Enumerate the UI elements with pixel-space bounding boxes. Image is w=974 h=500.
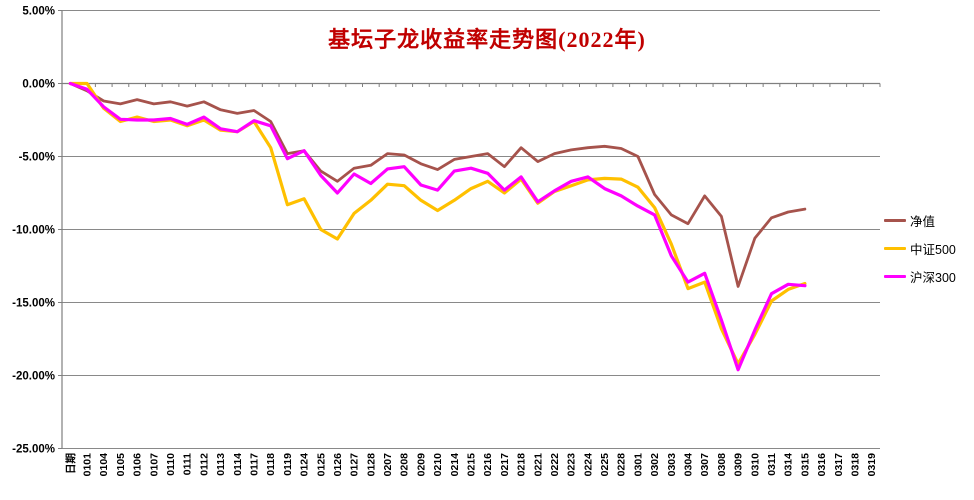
x-axis-label: 0310 bbox=[749, 453, 761, 477]
x-axis-label: 日期 bbox=[64, 453, 77, 474]
y-axis-label: 5.00% bbox=[22, 6, 55, 18]
y-axis-label: -5.00% bbox=[19, 152, 55, 164]
x-axis-label: 0309 bbox=[733, 453, 745, 477]
x-axis-label: 0113 bbox=[215, 453, 227, 476]
x-axis-label: 0302 bbox=[649, 453, 661, 477]
legend: 净值中证500 沪深300 bbox=[884, 211, 956, 286]
x-axis-label: 0209 bbox=[415, 453, 427, 477]
x-axis-label: 0208 bbox=[399, 453, 411, 477]
legend-item: 中证500 bbox=[884, 239, 956, 258]
x-axis-label: 0117 bbox=[248, 453, 260, 476]
x-axis-label: 0124 bbox=[299, 453, 311, 477]
x-axis-label: 0112 bbox=[198, 453, 210, 476]
legend-label: 中证500 bbox=[910, 243, 956, 257]
x-axis-label: 0215 bbox=[466, 453, 478, 477]
x-axis-label: 0127 bbox=[349, 453, 361, 477]
legend-item: 沪深300 bbox=[884, 267, 956, 286]
x-axis-label: 0101 bbox=[82, 453, 94, 477]
y-axis-label: 0.00% bbox=[22, 79, 55, 91]
x-axis-label: 0223 bbox=[566, 453, 578, 477]
x-axis-label: 0111 bbox=[182, 453, 194, 475]
x-axis-label: 0207 bbox=[382, 453, 394, 477]
x-axis-label: 0308 bbox=[716, 453, 728, 477]
y-axis-label: -15.00% bbox=[12, 298, 55, 310]
y-axis-label: -20.00% bbox=[12, 371, 55, 383]
legend-swatch bbox=[884, 274, 906, 279]
legend-label: 净值 bbox=[910, 215, 936, 229]
x-axis-label: 0126 bbox=[332, 453, 344, 477]
x-axis-label: 0311 bbox=[766, 453, 778, 476]
x-axis-label: 0303 bbox=[666, 453, 678, 477]
x-axis-label: 0222 bbox=[549, 453, 561, 477]
x-axis-label: 0110 bbox=[165, 453, 177, 476]
x-axis-label: 0114 bbox=[232, 453, 244, 476]
x-axis-label: 0128 bbox=[365, 453, 377, 477]
x-axis-label: 0217 bbox=[499, 453, 511, 477]
x-axis-label: 0307 bbox=[699, 453, 711, 477]
x-axis-label: 0210 bbox=[432, 453, 444, 477]
y-axis-label: -10.00% bbox=[12, 225, 55, 237]
legend-label: 沪深300 bbox=[910, 271, 956, 285]
x-axis-label: 0106 bbox=[132, 453, 144, 477]
x-axis-label: 0315 bbox=[799, 453, 811, 477]
x-axis-label: 0104 bbox=[98, 453, 110, 477]
x-axis-label: 0214 bbox=[449, 453, 461, 477]
x-axis-label: 0228 bbox=[616, 453, 628, 477]
series-line-沪深300 bbox=[68, 81, 807, 372]
chart-title: 基坛子龙收益率走势图(2022年) bbox=[328, 27, 646, 52]
x-axis-label: 0316 bbox=[816, 453, 828, 477]
legend-item: 净值 bbox=[884, 211, 956, 230]
x-axis-label: 0225 bbox=[599, 453, 611, 477]
x-axis-label: 0317 bbox=[833, 453, 845, 477]
x-axis-label: 0216 bbox=[482, 453, 494, 477]
x-axis-label: 0119 bbox=[282, 453, 294, 476]
x-axis-label: 0319 bbox=[866, 453, 878, 477]
x-axis-label: 0318 bbox=[849, 453, 861, 477]
x-axis-label: 0224 bbox=[582, 453, 594, 477]
x-axis-label: 0221 bbox=[532, 453, 544, 477]
x-axis-label: 0125 bbox=[315, 453, 327, 477]
x-axis-label: 0304 bbox=[683, 453, 695, 477]
x-axis-label: 0118 bbox=[265, 453, 277, 476]
series-line-净值 bbox=[68, 82, 807, 288]
x-axis-label: 0105 bbox=[115, 453, 127, 477]
x-axis-label: 0107 bbox=[148, 453, 160, 477]
legend-swatch bbox=[884, 246, 906, 251]
series-line-中证500 bbox=[68, 81, 807, 366]
x-axis-label: 0301 bbox=[632, 453, 644, 477]
x-axis-label: 0218 bbox=[516, 453, 528, 477]
y-axis-label: -25.00% bbox=[12, 444, 55, 456]
x-axis-label: 0314 bbox=[783, 453, 795, 477]
legend-swatch bbox=[884, 218, 906, 223]
